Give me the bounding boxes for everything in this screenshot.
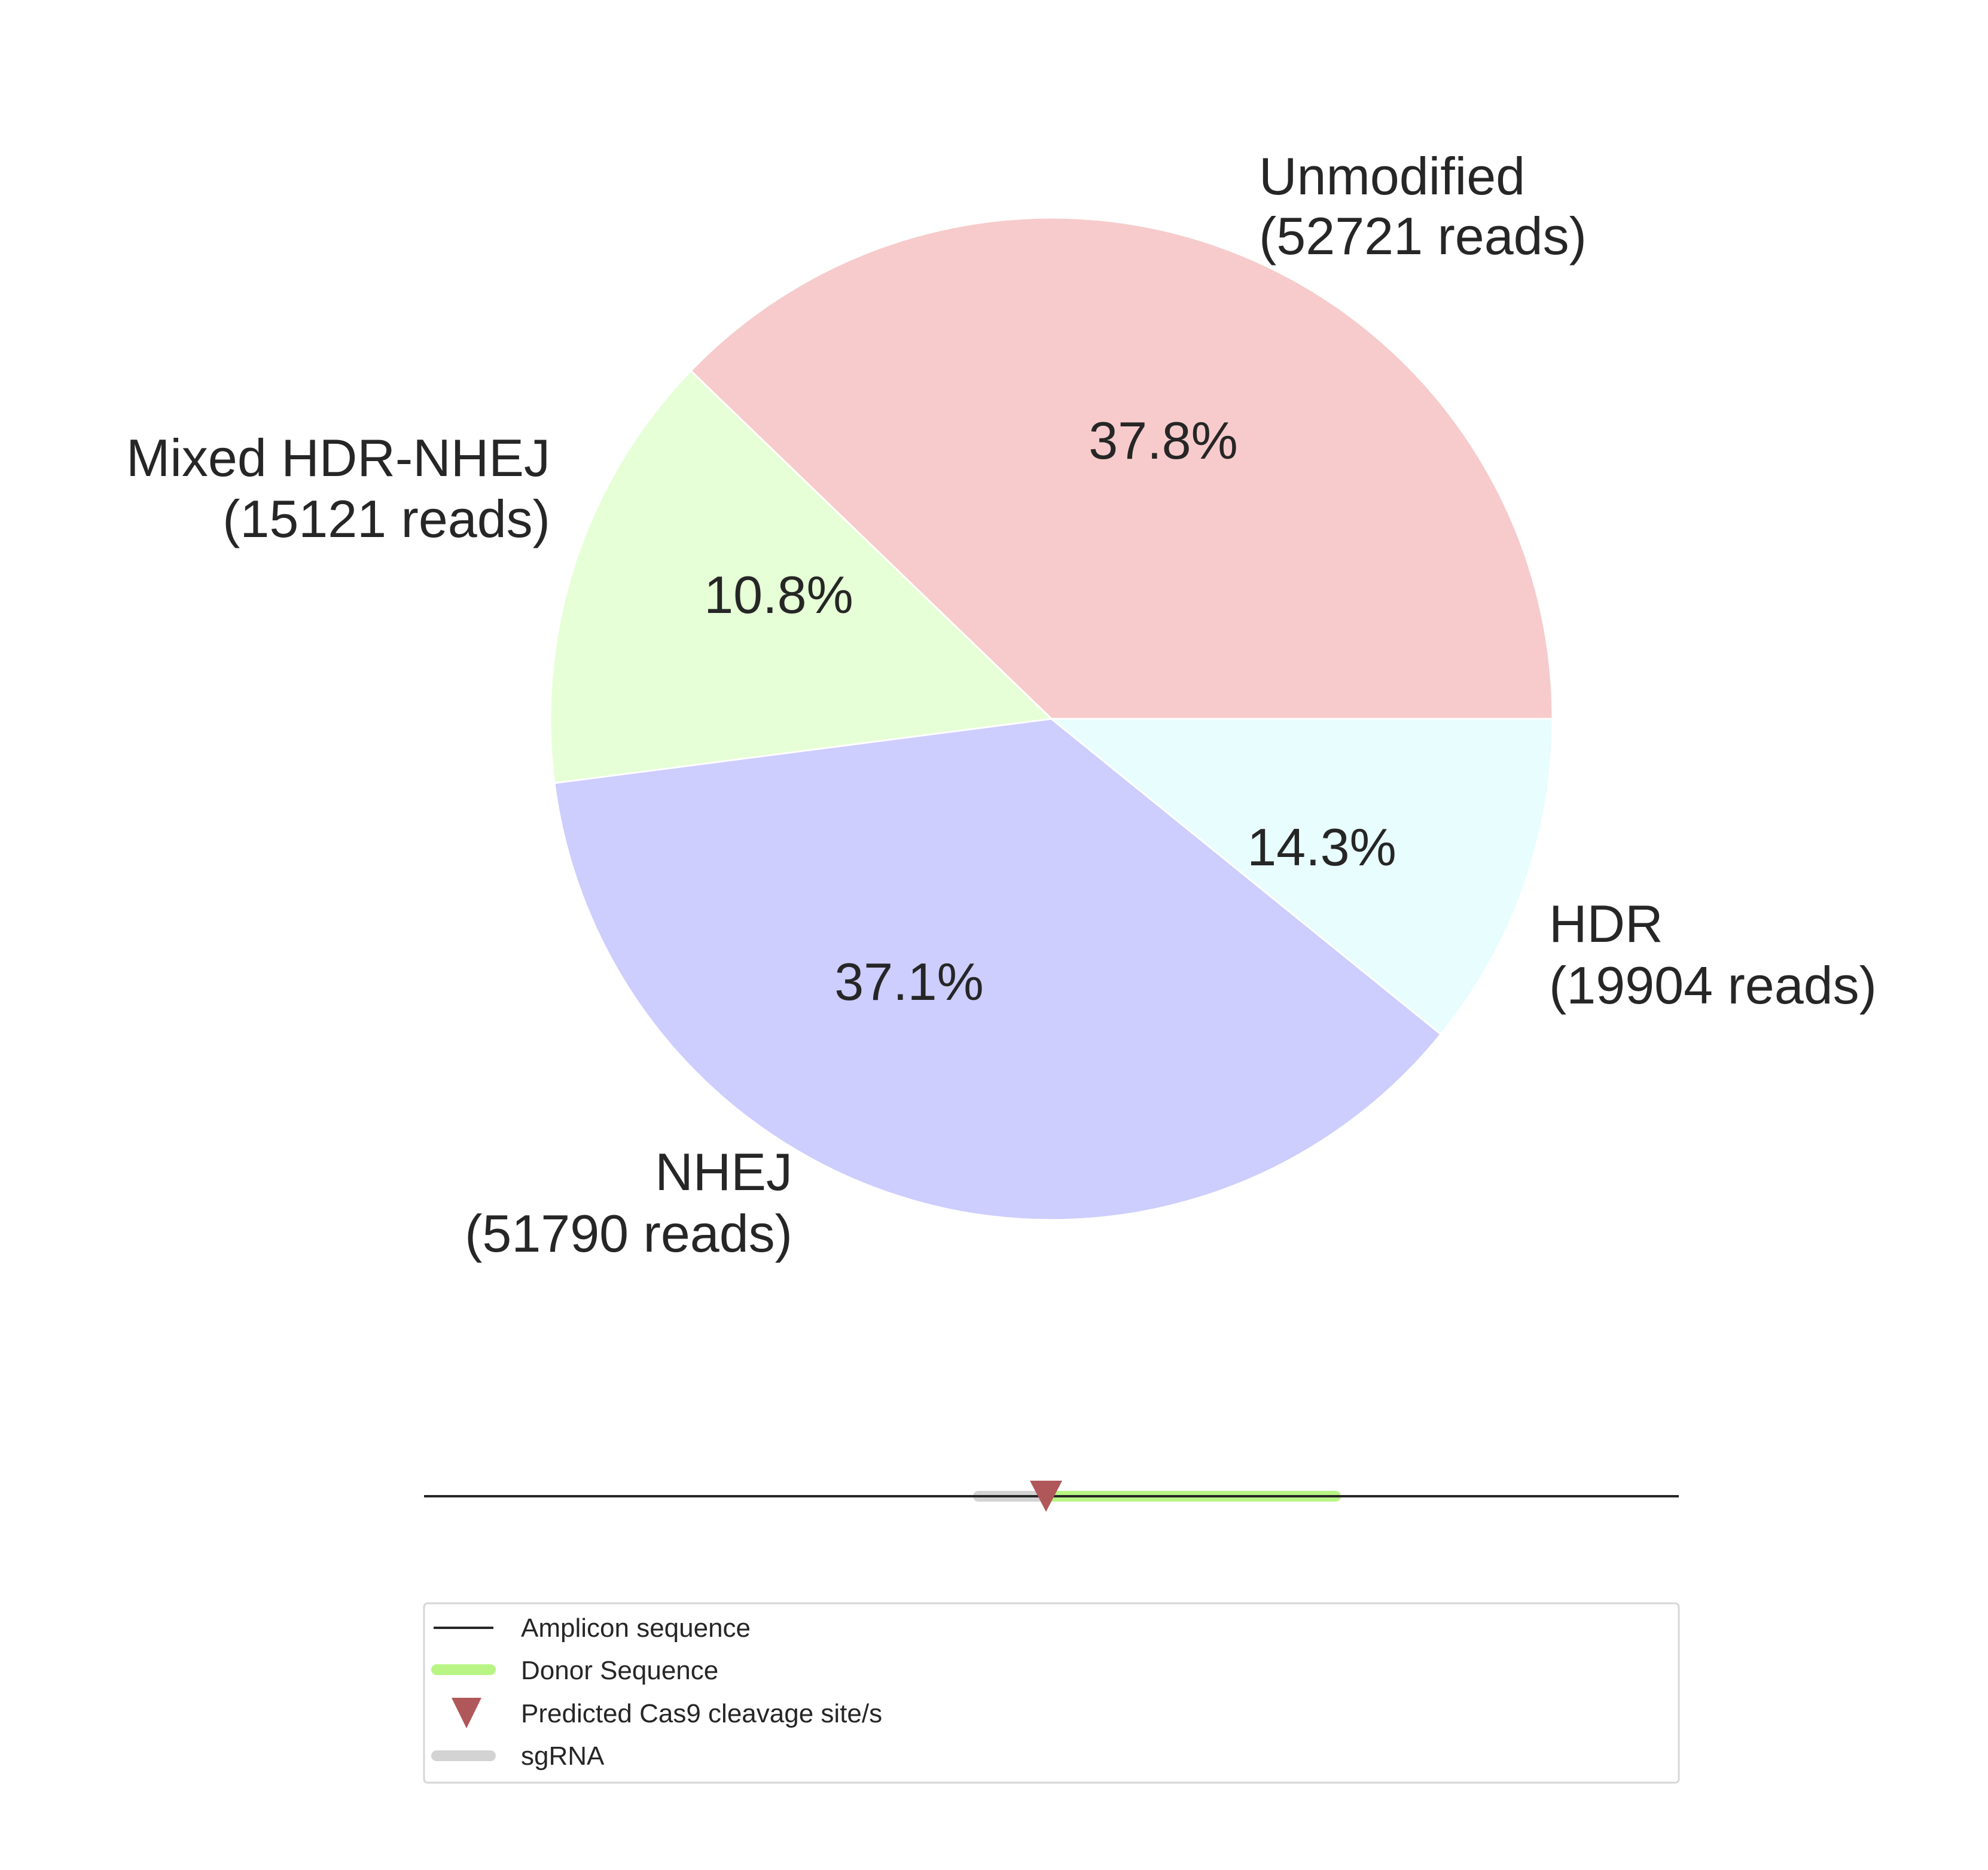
slice-label-unmodified-name: Unmodified xyxy=(1259,147,1525,206)
slice-label-hdr-reads: (19904 reads) xyxy=(1549,956,1877,1015)
legend-amplicon-label: Amplicon sequence xyxy=(521,1613,751,1643)
slice-percent-unmodified: 37.8% xyxy=(1088,411,1238,470)
pie-slice-hdr xyxy=(549,369,1054,785)
slice-percent-mixed: 10.8% xyxy=(704,565,853,624)
slice-label-mixed-name: Mixed HDR-NHEJ xyxy=(126,428,550,487)
legend: Amplicon sequence Donor Sequence Predict… xyxy=(423,1602,1680,1784)
slice-label-hdr-name: HDR xyxy=(1549,894,1663,953)
slice-label-nhej-name: NHEJ xyxy=(655,1142,792,1201)
slice-label-nhej-reads: (51790 reads) xyxy=(465,1204,792,1263)
slice-label-mixed-reads: (15121 reads) xyxy=(222,489,550,548)
legend-donor-label: Donor Sequence xyxy=(521,1656,718,1685)
legend-cleavage-label: Predicted Cas9 cleavage site/s xyxy=(521,1699,882,1728)
amplicon-diagram xyxy=(424,1481,1679,1512)
pie-slice-unmodified xyxy=(689,216,1554,720)
slice-percent-hdr: 14.3% xyxy=(1247,817,1397,877)
slice-percent-nhej: 37.1% xyxy=(834,952,984,1011)
legend-frame xyxy=(423,1602,1680,1784)
legend-cleavage-swatch xyxy=(452,1698,481,1728)
pie-chart xyxy=(549,216,1554,1221)
slice-label-unmodified-reads: (52721 reads) xyxy=(1259,206,1587,266)
legend-sgrna-label: sgRNA xyxy=(521,1741,605,1771)
pie-slice-nhej xyxy=(553,718,1443,1221)
cleavage-site-marker xyxy=(1030,1481,1062,1512)
pie-slice-mixed-hdr-nhej xyxy=(1048,718,1554,1036)
